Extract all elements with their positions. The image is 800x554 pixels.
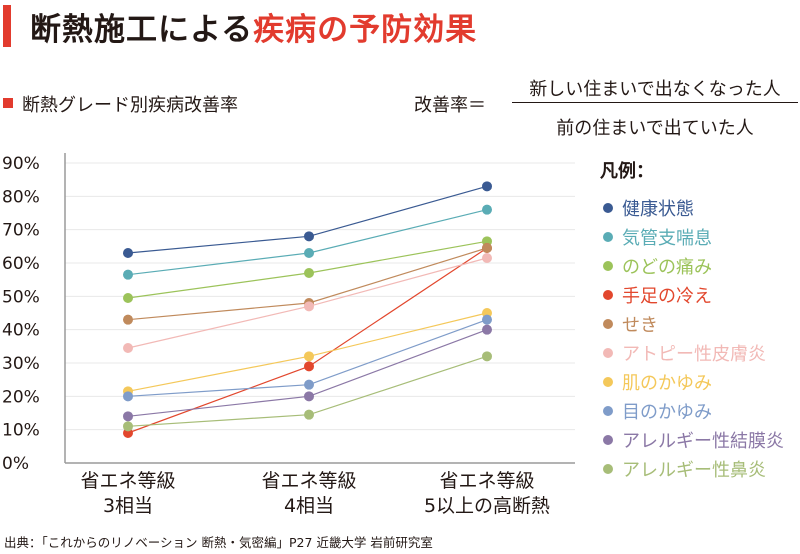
- title-accent-bar: [3, 5, 11, 47]
- x-tick-label: 3相当: [103, 495, 153, 517]
- legend-marker: [603, 435, 613, 446]
- legend-item: 目のかゆみ: [603, 397, 784, 426]
- legend-label: アトピー性皮膚炎: [622, 344, 766, 366]
- legend-item: のどの痛み: [603, 251, 784, 280]
- legend-label: 健康状態: [622, 198, 694, 220]
- legend-label: 手足の冷え: [622, 285, 712, 307]
- data-point: [123, 411, 133, 422]
- data-point: [123, 343, 133, 353]
- x-tick-label: 省エネ等級: [80, 470, 175, 492]
- title-accent: 疾病の予防効果: [253, 12, 478, 48]
- data-point: [304, 351, 314, 362]
- title-main: 断熱施工による: [30, 12, 254, 48]
- data-point: [304, 379, 314, 390]
- y-tick-label: 90%: [2, 154, 40, 174]
- legend-item: 健康状態: [603, 193, 784, 222]
- data-point: [482, 181, 492, 192]
- x-tick-label: 省エネ等級: [261, 470, 356, 492]
- legend-item: 手足の冷え: [603, 280, 784, 309]
- data-point: [482, 314, 492, 325]
- legend-label: 気管支喘息: [622, 227, 712, 249]
- legend-label: せき: [622, 314, 658, 336]
- legend-label: のどの痛み: [622, 256, 712, 278]
- y-tick-label: 20%: [2, 387, 40, 407]
- data-point: [482, 253, 492, 263]
- legend-item: 気管支喘息: [603, 222, 784, 251]
- legend-item: せき: [603, 309, 784, 338]
- data-point: [304, 248, 314, 258]
- y-tick-label: 80%: [2, 187, 40, 207]
- data-point: [123, 293, 133, 303]
- legend-marker: [603, 260, 613, 271]
- data-point: [123, 421, 133, 432]
- y-tick-label: 50%: [2, 287, 40, 307]
- legend-title: 凡例：: [600, 161, 654, 182]
- data-point: [304, 361, 314, 372]
- line-chart: 0% 10% 20% 30% 40% 50% 60% 70% 80% 90% 省エネ等級 3相当 省エネ…: [2, 153, 575, 517]
- legend-label: 肌のかゆみ: [622, 373, 712, 395]
- formula-denominator: 前の住まいで出ていた人: [556, 118, 754, 139]
- legend-label: アレルギー性結膜炎: [622, 431, 784, 453]
- series-line: [127, 329, 488, 417]
- legend-marker: [603, 318, 613, 329]
- x-tick-label: 4相当: [284, 495, 334, 517]
- data-point: [304, 391, 314, 402]
- y-tick-label: 70%: [2, 221, 40, 241]
- formula-label: 改善率＝: [414, 95, 486, 116]
- subtitle-marker: [3, 98, 13, 108]
- legend-item: アレルギー性鼻炎: [603, 455, 784, 484]
- y-tick-label: 10%: [2, 421, 40, 441]
- data-point: [123, 248, 133, 258]
- data-point: [482, 351, 492, 362]
- data-point: [123, 269, 133, 280]
- data-point: [123, 314, 133, 325]
- formula-fraction-line: [512, 102, 798, 103]
- y-tick-label: 40%: [2, 321, 40, 341]
- page-title: 断熱施工による疾病の予防効果: [30, 4, 477, 49]
- formula-numerator: 新しい住まいで出なくなった人: [529, 79, 781, 100]
- source-citation: 出典：「これからのリノベーション 断熱・気密編」P27 近畿大学 岩前研究室: [4, 535, 433, 550]
- legend-marker: [603, 406, 613, 417]
- data-point: [123, 391, 133, 402]
- legend-item: 肌のかゆみ: [603, 368, 784, 397]
- y-tick-label: 60%: [2, 254, 40, 274]
- chart-legend: 健康状態気管支喘息のどの痛み手足の冷えせきアトピー性皮膚炎 肌のかゆみ目のかゆみア…: [603, 193, 784, 484]
- data-point: [482, 204, 492, 215]
- legend-label: 目のかゆみ: [622, 402, 712, 424]
- data-point: [304, 409, 314, 420]
- data-point: [482, 324, 492, 335]
- x-tick-label: 5以上の高断熱: [424, 495, 550, 517]
- y-tick-label: 0%: [2, 454, 29, 474]
- legend-marker: [603, 377, 613, 388]
- data-point: [304, 268, 314, 278]
- legend-marker: [603, 231, 613, 242]
- data-point: [304, 231, 314, 242]
- data-point: [482, 243, 492, 253]
- legend-marker: [603, 464, 613, 475]
- legend-marker: [603, 348, 613, 359]
- legend-item: アトピー性皮膚炎: [603, 338, 784, 367]
- legend-label: アレルギー性鼻炎: [622, 460, 766, 482]
- y-tick-label: 30%: [2, 354, 40, 374]
- x-tick-label: 省エネ等級: [439, 470, 534, 492]
- legend-marker: [603, 289, 613, 300]
- legend-item: アレルギー性結膜炎: [603, 426, 784, 455]
- legend-marker: [603, 202, 613, 213]
- data-point: [304, 301, 314, 312]
- chart-subtitle: 断熱グレード別疾病改善率: [22, 95, 238, 116]
